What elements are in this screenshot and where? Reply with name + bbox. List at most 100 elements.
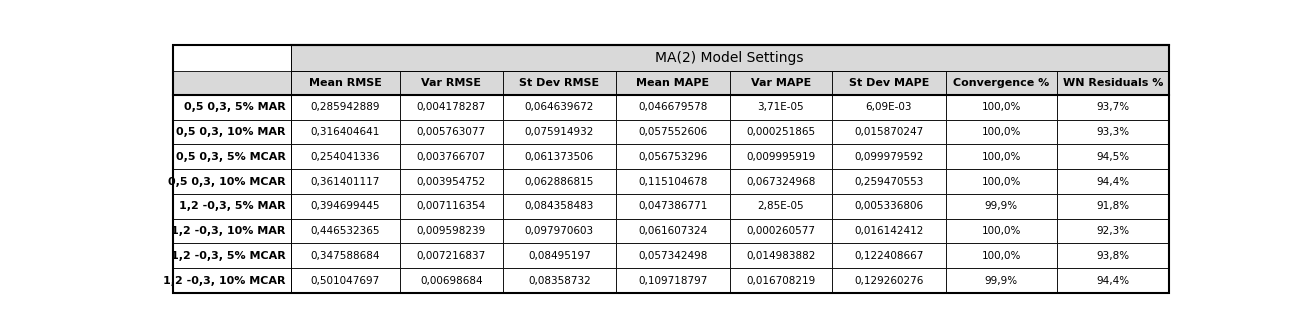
Text: 0,099979592: 0,099979592: [854, 152, 923, 162]
Bar: [400, 71, 502, 95]
Bar: [729, 244, 832, 268]
Bar: [945, 71, 1058, 95]
Bar: [291, 268, 400, 293]
Bar: [502, 95, 615, 120]
Bar: [291, 169, 400, 194]
Bar: [729, 169, 832, 194]
Bar: [945, 95, 1058, 120]
Bar: [173, 268, 291, 293]
Bar: [832, 194, 945, 219]
Bar: [291, 219, 400, 244]
Text: MA(2) Model Settings: MA(2) Model Settings: [656, 51, 803, 65]
Text: 100,0%: 100,0%: [982, 127, 1021, 137]
Bar: [291, 244, 400, 268]
Text: 0,316404641: 0,316404641: [310, 127, 379, 137]
Text: 93,7%: 93,7%: [1097, 102, 1129, 112]
Bar: [400, 244, 502, 268]
Text: 0,016142412: 0,016142412: [854, 226, 923, 236]
Text: 0,501047697: 0,501047697: [310, 276, 379, 286]
Bar: [1058, 219, 1168, 244]
Bar: [502, 120, 615, 144]
Bar: [400, 194, 502, 219]
Text: 0,047386771: 0,047386771: [638, 201, 708, 211]
Text: 0,000251865: 0,000251865: [746, 127, 815, 137]
Text: 94,4%: 94,4%: [1097, 276, 1129, 286]
Text: 0,00698684: 0,00698684: [420, 276, 482, 286]
Bar: [832, 169, 945, 194]
Text: 0,115104678: 0,115104678: [638, 177, 708, 187]
Bar: [173, 144, 291, 169]
Bar: [945, 219, 1058, 244]
Text: 0,5 0,3, 5% MCAR: 0,5 0,3, 5% MCAR: [176, 152, 286, 162]
Text: Var MAPE: Var MAPE: [751, 78, 811, 88]
Bar: [729, 120, 832, 144]
Text: 0,014983882: 0,014983882: [746, 251, 815, 261]
Bar: [1058, 120, 1168, 144]
Text: 91,8%: 91,8%: [1097, 201, 1129, 211]
Bar: [615, 219, 729, 244]
Bar: [1058, 95, 1168, 120]
Bar: [832, 95, 945, 120]
Bar: [502, 244, 615, 268]
Bar: [400, 144, 502, 169]
Bar: [832, 219, 945, 244]
Text: Mean RMSE: Mean RMSE: [309, 78, 382, 88]
Bar: [502, 144, 615, 169]
Text: 100,0%: 100,0%: [982, 226, 1021, 236]
Text: 0,5 0,3, 5% MAR: 0,5 0,3, 5% MAR: [184, 102, 286, 112]
Text: 6,09E-03: 6,09E-03: [866, 102, 911, 112]
Bar: [291, 120, 400, 144]
Text: 0,075914932: 0,075914932: [524, 127, 595, 137]
Bar: [615, 244, 729, 268]
Bar: [832, 244, 945, 268]
Bar: [945, 120, 1058, 144]
Bar: [729, 144, 832, 169]
Text: 0,000260577: 0,000260577: [746, 226, 815, 236]
Text: 0,067324968: 0,067324968: [746, 177, 815, 187]
Bar: [832, 120, 945, 144]
Bar: [400, 219, 502, 244]
Text: 100,0%: 100,0%: [982, 177, 1021, 187]
Bar: [945, 169, 1058, 194]
Text: 0,007216837: 0,007216837: [417, 251, 486, 261]
Text: 94,4%: 94,4%: [1097, 177, 1129, 187]
Text: 94,5%: 94,5%: [1097, 152, 1129, 162]
Bar: [502, 268, 615, 293]
Bar: [502, 194, 615, 219]
Text: 0,347588684: 0,347588684: [310, 251, 379, 261]
Bar: [400, 169, 502, 194]
Bar: [502, 71, 615, 95]
Bar: [173, 45, 291, 71]
Text: 0,057342498: 0,057342498: [638, 251, 708, 261]
Text: 0,061607324: 0,061607324: [638, 226, 708, 236]
Bar: [291, 194, 400, 219]
Bar: [729, 194, 832, 219]
Bar: [173, 219, 291, 244]
Text: 0,009598239: 0,009598239: [417, 226, 486, 236]
Bar: [291, 95, 400, 120]
Bar: [173, 95, 291, 120]
Text: 0,394699445: 0,394699445: [310, 201, 379, 211]
Text: 0,5 0,3, 10% MCAR: 0,5 0,3, 10% MCAR: [168, 177, 286, 187]
Text: 1,2 -0,3, 10% MAR: 1,2 -0,3, 10% MAR: [171, 226, 286, 236]
Bar: [291, 144, 400, 169]
Text: 0,003954752: 0,003954752: [417, 177, 486, 187]
Text: St Dev MAPE: St Dev MAPE: [849, 78, 928, 88]
Text: 0,08358732: 0,08358732: [528, 276, 591, 286]
Bar: [945, 244, 1058, 268]
Bar: [729, 71, 832, 95]
Text: 2,85E-05: 2,85E-05: [758, 201, 805, 211]
Bar: [1058, 144, 1168, 169]
Text: Convergence %: Convergence %: [953, 78, 1050, 88]
Text: 0,056753296: 0,056753296: [638, 152, 708, 162]
Bar: [173, 120, 291, 144]
Bar: [173, 194, 291, 219]
Text: 0,005763077: 0,005763077: [417, 127, 486, 137]
Text: 0,361401117: 0,361401117: [310, 177, 379, 187]
Bar: [832, 71, 945, 95]
Bar: [173, 71, 291, 95]
Text: 100,0%: 100,0%: [982, 251, 1021, 261]
Text: 0,08495197: 0,08495197: [528, 251, 591, 261]
Text: Var RMSE: Var RMSE: [421, 78, 481, 88]
Text: 0,109718797: 0,109718797: [638, 276, 708, 286]
